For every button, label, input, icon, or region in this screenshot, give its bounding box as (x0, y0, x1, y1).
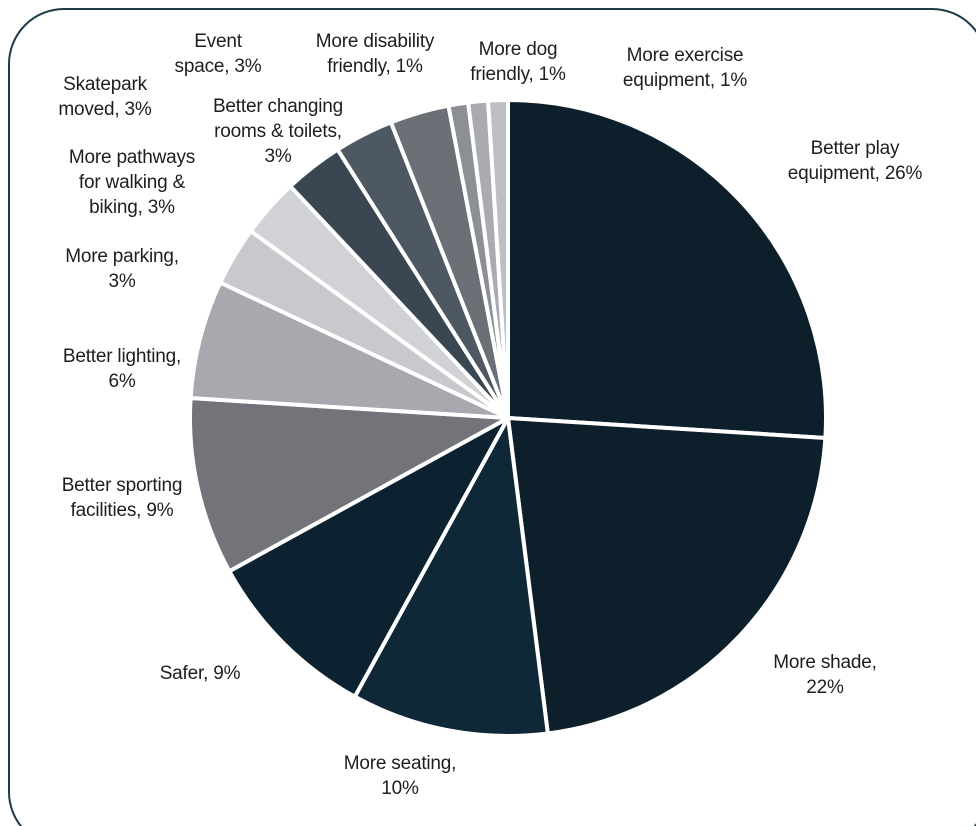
label-more-exercise-equipment: More exercise equipment, 1% (622, 45, 748, 91)
pie-slice-1 (506, 416, 828, 736)
label-event-space: Event space, 3% (174, 31, 262, 77)
pie-slice-5 (188, 280, 510, 420)
label-more-shade: More shade, 22% (773, 652, 877, 698)
label-safer: Safer, 9% (159, 663, 241, 684)
label-more-parking: More parking, 3% (65, 246, 179, 292)
label-more-disability-friendly: More disability friendly, 1% (315, 31, 435, 77)
pie-slice-4 (188, 396, 510, 574)
label-more-seating: More seating, 10% (343, 753, 457, 799)
label-skatepark-moved: Skatepark moved, 3% (58, 74, 152, 120)
label-better-changing-rooms: Better changing rooms & toilets, 3% (212, 96, 344, 167)
label-more-pathways: More pathways for walking & biking, 3% (68, 147, 196, 218)
pie-slice-2 (352, 416, 550, 738)
chart-frame (8, 8, 976, 826)
pie-slice-13 (486, 98, 510, 420)
pie-slice-3 (227, 416, 510, 699)
label-better-lighting: Better lighting, 6% (62, 346, 182, 392)
label-more-dog-friendly: More dog friendly, 1% (470, 39, 566, 85)
pie-slice-0 (506, 98, 828, 440)
label-better-sporting-facilities: Better sporting facilities, 9% (61, 475, 183, 521)
label-better-play-equipment: Better play equipment, 26% (787, 138, 923, 184)
